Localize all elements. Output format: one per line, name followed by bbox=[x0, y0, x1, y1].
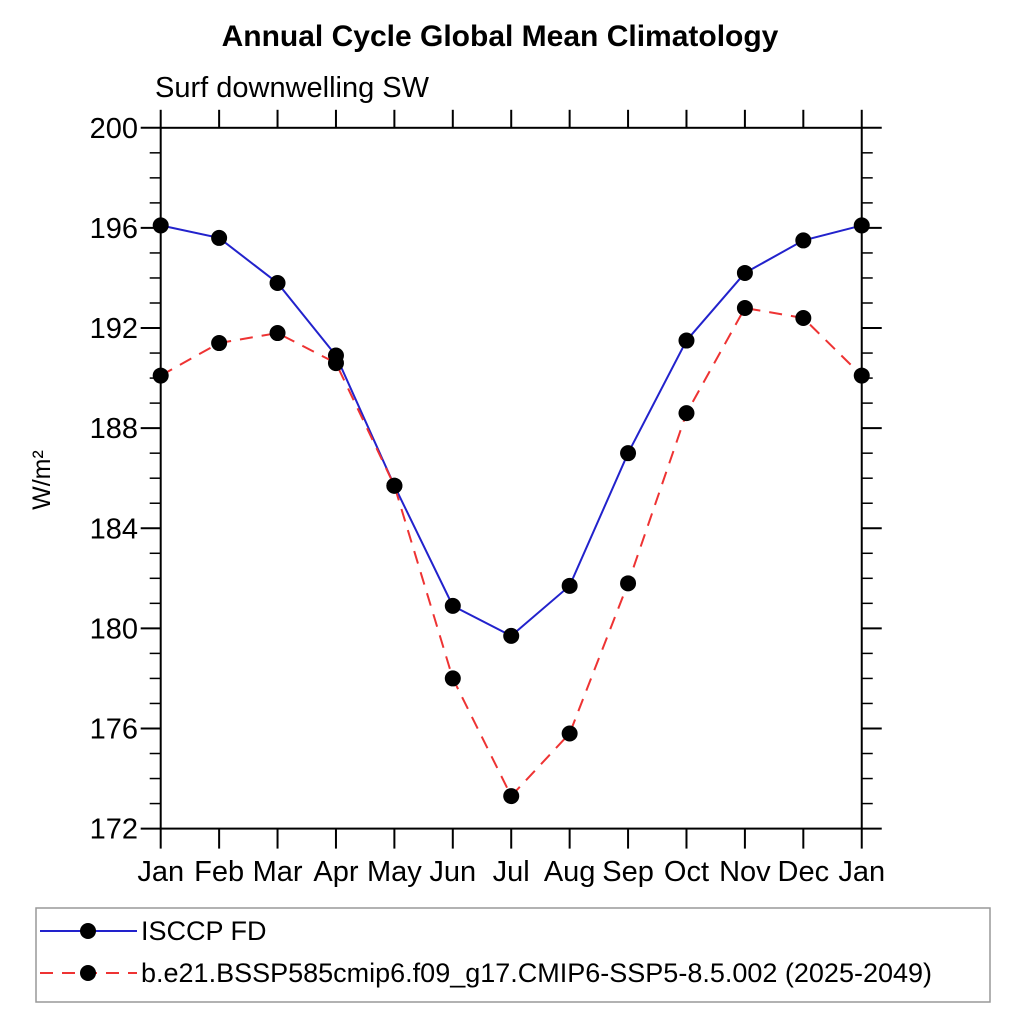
series-0-marker bbox=[853, 217, 870, 234]
y-tick-label: 200 bbox=[90, 113, 138, 145]
x-tick-label: Oct bbox=[664, 856, 709, 888]
legend: ISCCP FD b.e21.BSSP585cmip6.f09_g17.CMIP6… bbox=[35, 907, 991, 1003]
plot-series bbox=[152, 217, 870, 805]
series-0-marker bbox=[503, 627, 520, 644]
series-0-marker bbox=[444, 597, 461, 614]
series-1-marker bbox=[386, 477, 403, 494]
x-tick-label: Jul bbox=[493, 856, 530, 888]
series-1-marker bbox=[678, 405, 695, 422]
series-0-marker bbox=[620, 445, 637, 462]
plot-axes: Jan Feb Mar Apr May Jun Jul Aug Sep Oct Nov Dec Jan1… bbox=[90, 109, 885, 888]
series-0-line bbox=[160, 224, 862, 638]
y-tick-label: 188 bbox=[90, 413, 138, 445]
series-1-marker bbox=[620, 575, 637, 592]
series-0-marker bbox=[678, 332, 695, 349]
series-1-marker bbox=[444, 670, 461, 687]
x-tick-label: May bbox=[367, 856, 422, 888]
y-tick-label: 172 bbox=[90, 814, 138, 846]
y-tick-label: 176 bbox=[90, 713, 138, 745]
chart-title: Annual Cycle Global Mean Climatology bbox=[222, 20, 779, 53]
series-1-marker bbox=[327, 355, 344, 372]
series-1-marker bbox=[795, 310, 812, 327]
x-tick-label: Jan bbox=[137, 856, 184, 888]
series-0-marker bbox=[561, 577, 578, 594]
series-1-marker bbox=[503, 788, 520, 805]
y-axis-title: W/m² bbox=[28, 450, 56, 510]
x-tick-label: Feb bbox=[194, 856, 244, 888]
series-1-marker bbox=[736, 300, 753, 317]
chart-subtitle: Surf downwelling SW bbox=[155, 72, 430, 104]
x-tick-label: Nov bbox=[719, 856, 771, 888]
series-0-marker bbox=[269, 274, 286, 291]
legend-label-0: ISCCP FD bbox=[141, 916, 267, 946]
x-tick-label: Jan bbox=[838, 856, 885, 888]
series-1-marker bbox=[561, 725, 578, 742]
legend-marker bbox=[80, 923, 96, 939]
y-tick-label: 180 bbox=[90, 613, 138, 645]
series-0-marker bbox=[211, 229, 228, 246]
series-0-marker bbox=[795, 232, 812, 249]
legend-box bbox=[35, 907, 991, 1003]
y-tick-label: 192 bbox=[90, 313, 138, 345]
plot-frame bbox=[159, 126, 863, 830]
x-tick-label: Dec bbox=[778, 856, 830, 888]
series-0-marker bbox=[152, 217, 169, 234]
x-tick-label: Mar bbox=[253, 856, 303, 888]
x-tick-label: Jun bbox=[429, 856, 476, 888]
series-1-marker bbox=[269, 325, 286, 342]
y-tick-label: 196 bbox=[90, 213, 138, 245]
x-tick-label: Aug bbox=[544, 856, 596, 888]
legend-label-1: b.e21.BSSP585cmip6.f09_g17.CMIP6-SSP5-8.… bbox=[141, 958, 932, 988]
series-1-marker bbox=[211, 335, 228, 352]
legend-marker bbox=[80, 965, 96, 981]
x-tick-label: Apr bbox=[313, 856, 358, 888]
series-1-marker bbox=[853, 367, 870, 384]
series-0-marker bbox=[736, 264, 753, 281]
x-tick-label: Sep bbox=[602, 856, 654, 888]
series-1-line bbox=[160, 306, 863, 798]
series-1-marker bbox=[152, 367, 169, 384]
y-tick-label: 184 bbox=[90, 513, 138, 545]
